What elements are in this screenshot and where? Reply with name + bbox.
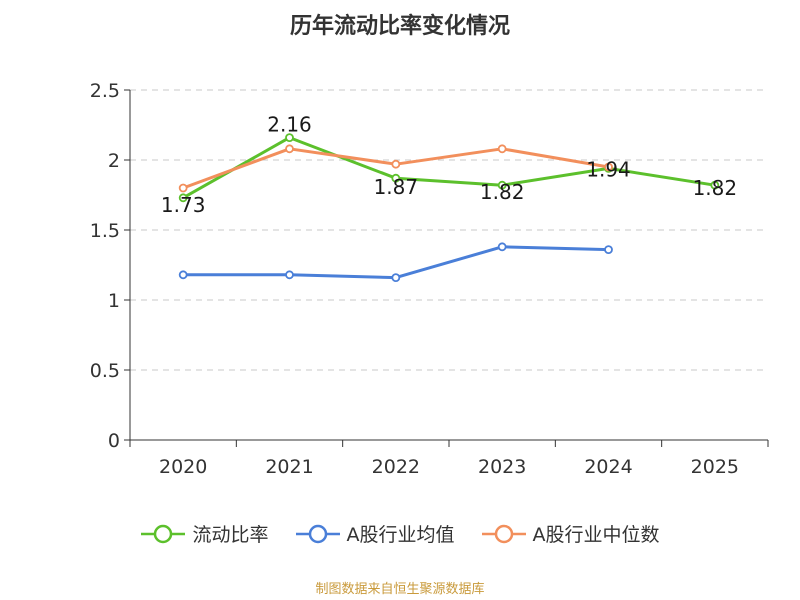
legend-label: 流动比率	[192, 524, 269, 546]
data-point-1	[497, 242, 507, 252]
x-tick-label: 2022	[372, 456, 420, 478]
data-point-2	[497, 144, 507, 154]
series-line-1	[183, 245, 609, 280]
data-point-1	[285, 270, 294, 280]
legend-label: A股行业中位数	[532, 524, 660, 546]
data-label: 1.73	[161, 193, 206, 217]
x-tick-label: 2021	[265, 456, 313, 478]
data-point-2	[285, 144, 294, 154]
y-tick-label: 0	[108, 430, 120, 452]
y-tick-label: 1	[108, 290, 120, 312]
y-tick-label: 0.5	[90, 360, 120, 382]
legend: 流动比率 A股行业均值 A股行业中位数	[0, 520, 800, 547]
data-point-1	[391, 273, 401, 283]
x-tick-label: 2024	[584, 456, 632, 478]
data-label: 1.82	[693, 176, 738, 200]
legend-marker-green-icon	[141, 524, 186, 543]
data-point-0	[391, 173, 401, 183]
x-tick-label: 2020	[159, 456, 207, 478]
legend-item-current-ratio[interactable]: 流动比率	[140, 520, 269, 547]
data-label: 2.16	[267, 113, 312, 137]
y-tick-label: 2.5	[90, 80, 120, 102]
data-point-0	[710, 180, 720, 190]
data-point-0	[285, 133, 294, 143]
chart-title: 历年流动比率变化情况	[289, 14, 510, 39]
y-tick-label: 2	[108, 150, 120, 172]
x-tick-label: 2025	[691, 456, 739, 478]
data-point-2	[604, 162, 613, 172]
legend-item-industry-mean[interactable]: A股行业均值	[295, 520, 455, 547]
data-point-0	[178, 193, 188, 203]
data-point-2	[178, 183, 188, 193]
legend-marker-orange-icon	[481, 524, 526, 543]
data-source-note: 制图数据来自恒生聚源数据库	[315, 582, 485, 597]
data-point-1	[178, 270, 188, 280]
data-label: 1.94	[586, 157, 631, 181]
data-point-1	[604, 245, 613, 255]
data-label: 1.87	[374, 175, 419, 199]
y-tick-label: 1.5	[90, 220, 120, 242]
x-tick-label: 2023	[478, 456, 526, 478]
data-point-0	[497, 180, 507, 190]
data-label: 1.82	[480, 180, 525, 204]
legend-item-industry-median[interactable]: A股行业中位数	[481, 520, 660, 547]
legend-label: A股行业均值	[346, 524, 455, 546]
data-point-2	[391, 159, 401, 169]
series-line-0	[182, 136, 716, 200]
legend-marker-blue-icon	[295, 524, 340, 543]
